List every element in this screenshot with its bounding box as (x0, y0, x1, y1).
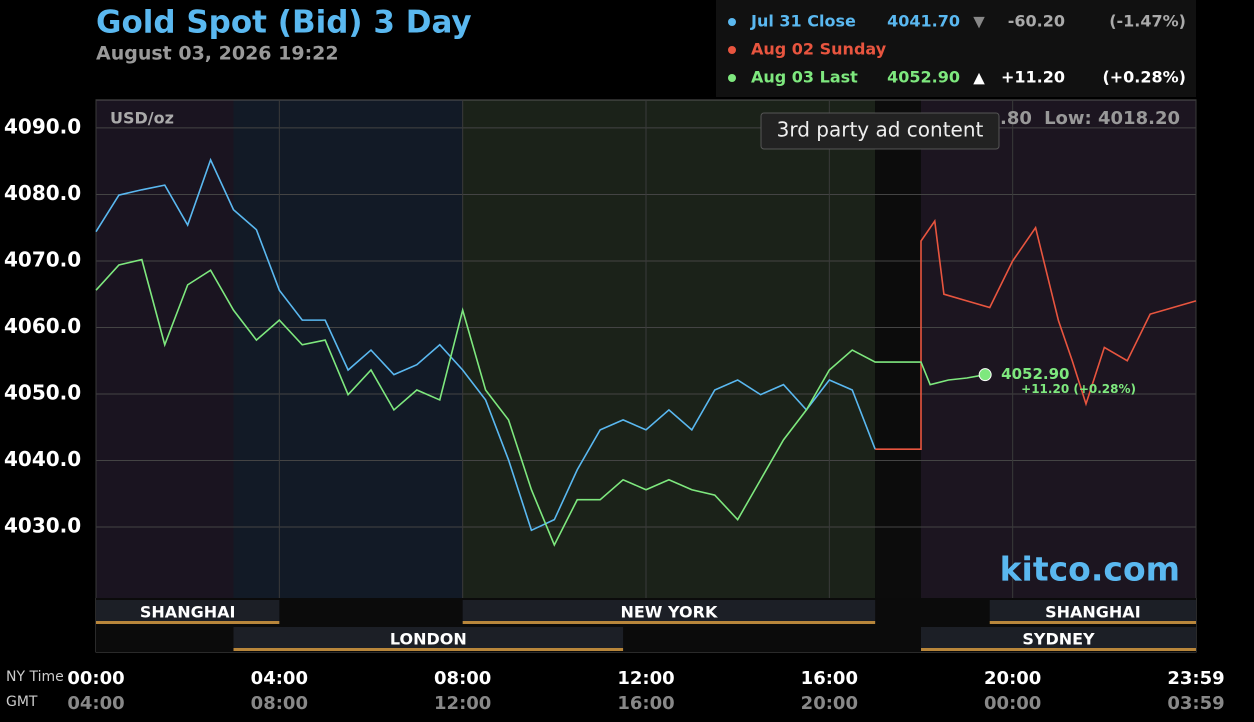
y-tick-label: 4050.0 (4, 380, 81, 404)
session-label: SHANGHAI (1045, 603, 1141, 622)
x2-tick-label: 03:59 (1167, 693, 1224, 714)
x2-tick-label: 20:00 (801, 693, 858, 714)
x2-tick-label: 16:00 (617, 693, 674, 714)
y-tick-label: 4060.0 (4, 314, 81, 338)
legend-pct: (+0.28%) (1102, 68, 1186, 87)
y-tick-label: 4070.0 (4, 247, 81, 271)
last-label: 4052.90 (1001, 365, 1069, 383)
last-change-label: +11.20 (+0.28%) (1021, 382, 1136, 396)
legend-price: 4052.90 (887, 68, 960, 87)
session-line (989, 621, 1196, 624)
session-bar (921, 627, 1196, 649)
x-tick-label: 23:59 (1167, 668, 1224, 689)
x2-tick-label: 00:00 (984, 693, 1041, 714)
session-label: SYDNEY (1022, 630, 1095, 649)
x-tick-label: 12:00 (617, 668, 674, 689)
legend-price: 4041.70 (887, 12, 960, 31)
y-tick-label: 4030.0 (4, 513, 81, 537)
y-tick-label: 4080.0 (4, 181, 81, 205)
unit-label: USD/oz (110, 109, 174, 128)
chart-title: Gold Spot (Bid) 3 Day (96, 5, 472, 41)
brand: kitco.com (1000, 550, 1180, 589)
legend-label: Aug 03 Last (751, 68, 858, 87)
ad-label: 3rd party ad content (777, 118, 984, 142)
legend-label: Jul 31 Close (750, 12, 856, 31)
session-line (233, 648, 624, 651)
low-label: Low: 4018.20 (1044, 108, 1180, 129)
legend-arrow: ▲ (973, 69, 985, 87)
legend-pct: (-1.47%) (1109, 12, 1186, 31)
plot-band (462, 100, 876, 652)
x-tick-label: 04:00 (251, 668, 308, 689)
y-tick-label: 4090.0 (4, 114, 81, 138)
session-line (462, 621, 876, 624)
plot-band (875, 100, 921, 652)
session-bar (462, 600, 876, 622)
session-bar (989, 600, 1196, 622)
session-label: LONDON (390, 630, 467, 649)
last-marker (978, 368, 992, 382)
legend-dot (728, 74, 736, 82)
price-line (95, 157, 876, 532)
x2-tick-label: 04:00 (67, 693, 124, 714)
price-line (875, 218, 1197, 450)
x2-tick-label: 12:00 (434, 693, 491, 714)
session-bar (96, 600, 280, 622)
legend-arrow: ▼ (973, 13, 985, 31)
ad-box (760, 112, 1000, 150)
plot-band (233, 100, 463, 652)
session-label: SHANGHAI (140, 603, 236, 622)
y-tick-label: 4040.0 (4, 447, 81, 471)
price-line (95, 258, 986, 547)
plot-band (96, 100, 234, 652)
legend-box (716, 0, 1196, 97)
x-tick-label: 08:00 (434, 668, 491, 689)
session-line (921, 648, 1196, 651)
x2-tick-label: 08:00 (251, 693, 308, 714)
subtitle: August 03, 2026 19:22 (96, 43, 339, 65)
session-label: NEW YORK (620, 603, 717, 622)
legend-dot (728, 18, 736, 26)
session-bar (233, 627, 624, 649)
legend-change: -60.20 (1008, 12, 1065, 31)
x2-axis-label: GMT (6, 694, 38, 710)
legend-change: +11.20 (1001, 68, 1065, 87)
x-axis-label: NY Time (6, 669, 64, 685)
legend-label: Aug 02 Sunday (751, 40, 887, 59)
session-line (96, 621, 280, 624)
x-tick-label: 16:00 (801, 668, 858, 689)
x-tick-label: 00:00 (67, 668, 124, 689)
high-fragment: .80 (1000, 108, 1032, 129)
legend-dot (728, 46, 736, 54)
plot-band (921, 100, 1196, 652)
x-tick-label: 20:00 (984, 668, 1041, 689)
